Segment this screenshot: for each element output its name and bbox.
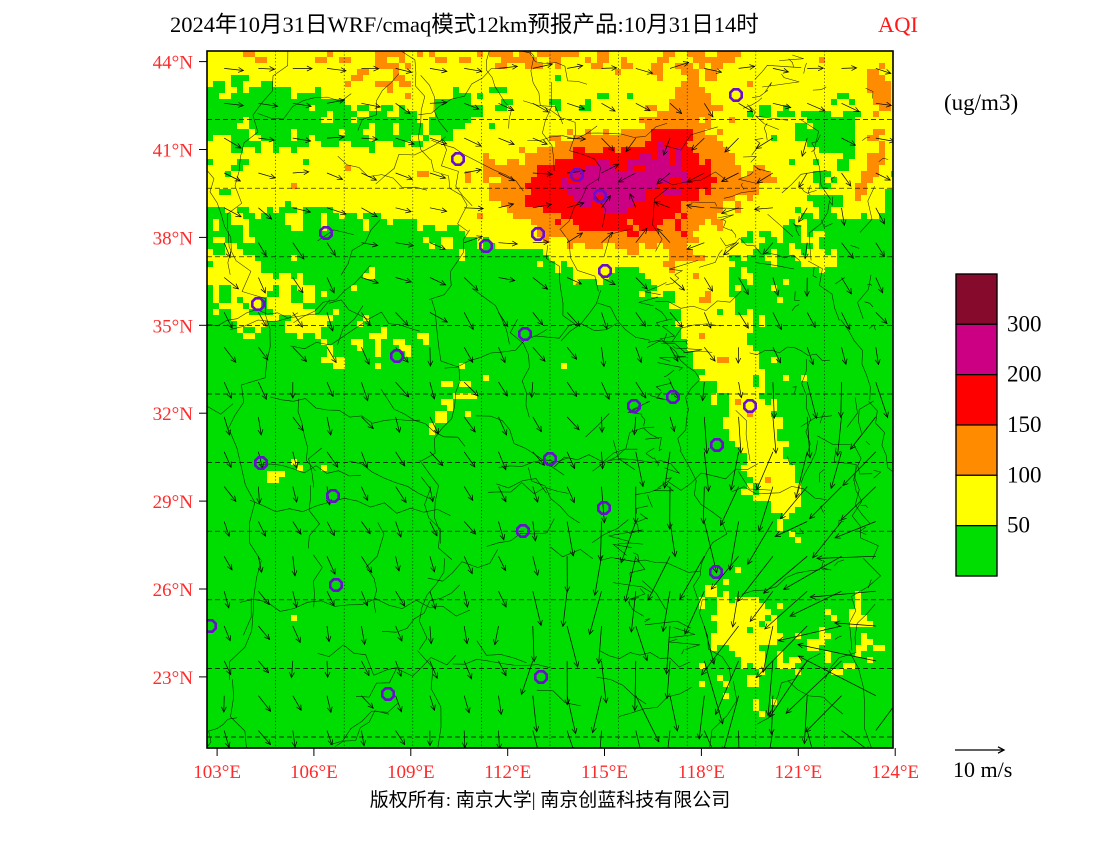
svg-text:150: 150: [1007, 412, 1042, 437]
svg-text:44°N: 44°N: [153, 53, 194, 74]
svg-text:50: 50: [1007, 513, 1030, 538]
svg-text:103°E: 103°E: [193, 762, 241, 783]
svg-text:35°N: 35°N: [153, 316, 194, 337]
svg-text:26°N: 26°N: [153, 580, 194, 601]
svg-text:10 m/s: 10 m/s: [953, 757, 1012, 782]
svg-text:112°E: 112°E: [484, 762, 531, 783]
svg-text:2024年10月31日WRF/cmaq模式12km预报产品:: 2024年10月31日WRF/cmaq模式12km预报产品:10月31日14时: [170, 12, 759, 37]
svg-text:(ug/m3): (ug/m3): [944, 90, 1018, 115]
svg-text:300: 300: [1007, 311, 1042, 336]
svg-text:38°N: 38°N: [153, 228, 194, 249]
svg-text:32°N: 32°N: [153, 404, 194, 425]
svg-text:41°N: 41°N: [153, 141, 194, 162]
svg-text:200: 200: [1007, 362, 1042, 387]
svg-text:29°N: 29°N: [153, 492, 194, 513]
svg-text:115°E: 115°E: [581, 762, 628, 783]
svg-text:118°E: 118°E: [678, 762, 725, 783]
svg-text:版权所有: 南京大学| 南京创蓝科技有限公司: 版权所有: 南京大学| 南京创蓝科技有限公司: [370, 789, 731, 811]
svg-text:100: 100: [1007, 462, 1042, 487]
svg-text:121°E: 121°E: [774, 762, 822, 783]
svg-text:AQI: AQI: [878, 12, 918, 37]
svg-text:106°E: 106°E: [290, 762, 338, 783]
svg-text:109°E: 109°E: [387, 762, 435, 783]
svg-text:124°E: 124°E: [871, 762, 919, 783]
svg-text:23°N: 23°N: [153, 668, 194, 689]
